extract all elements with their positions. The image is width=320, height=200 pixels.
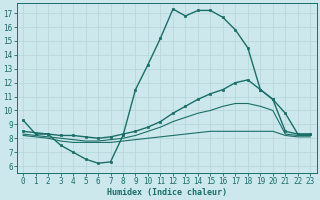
X-axis label: Humidex (Indice chaleur): Humidex (Indice chaleur) xyxy=(107,188,227,197)
